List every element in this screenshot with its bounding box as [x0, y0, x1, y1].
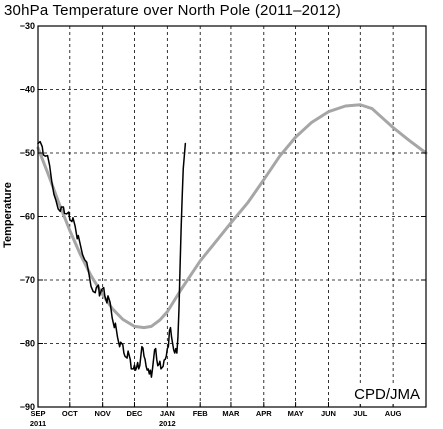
y-tick-label: −30 [20, 21, 35, 31]
observed-temperature-line [37, 140, 187, 378]
x-tick-label: MAY [288, 409, 304, 418]
climatology-line [36, 103, 428, 330]
plot-frame [37, 25, 427, 408]
series-lines [36, 103, 428, 378]
x-tick-label: AUG [385, 409, 402, 418]
x-tick-year-label: 2011 [30, 419, 46, 428]
x-tick-label: APR [256, 409, 272, 418]
credit-label: CPD/JMA [354, 386, 420, 403]
x-tick-label: FEB [193, 409, 209, 418]
y-tick-label: −90 [20, 402, 35, 412]
x-tick-label: MAR [222, 409, 240, 418]
y-tick-label: −50 [20, 148, 35, 158]
y-tick-label: −60 [20, 212, 35, 222]
y-axis-label: Temperature [2, 182, 14, 248]
x-tick-label: DEC [127, 409, 143, 418]
y-tick-labels: −90 −80 −70 −60 −50 −40 −30 [20, 21, 426, 412]
credit-background [351, 385, 423, 404]
x-tick-label: JUL [353, 409, 368, 418]
y-tick-label: −40 [20, 85, 35, 95]
x-tick-year-label: 2012 [159, 419, 176, 428]
x-tick-label: OCT [62, 409, 78, 418]
x-tick-label: JAN [160, 409, 175, 418]
x-tick-label: SEP [30, 409, 45, 418]
x-tick-label: JUN [321, 409, 336, 418]
y-tick-label: −80 [20, 339, 35, 349]
chart-title: 30hPa Temperature over North Pole (2011–… [4, 2, 341, 19]
y-tick-label: −70 [20, 275, 35, 285]
x-tick-label: NOV [95, 409, 111, 418]
grid-lines [38, 26, 426, 407]
